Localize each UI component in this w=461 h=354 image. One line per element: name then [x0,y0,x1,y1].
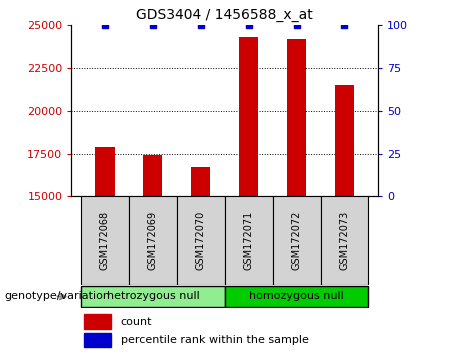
Text: genotype/variation: genotype/variation [5,291,111,302]
Text: hetrozygous null: hetrozygous null [106,291,199,302]
Text: homozygous null: homozygous null [249,291,344,302]
Bar [225,196,272,285]
Bar [129,196,177,285]
Bar [143,155,162,196]
Bar [335,85,354,196]
Text: GSM172072: GSM172072 [292,211,301,270]
Bar [225,286,368,307]
Bar [84,314,111,329]
Point [197,22,205,28]
Text: GSM172069: GSM172069 [148,211,158,270]
Bar [177,196,225,285]
Bar [239,37,258,196]
Text: GSM172071: GSM172071 [244,211,254,270]
Text: GSM172068: GSM172068 [100,211,110,270]
Title: GDS3404 / 1456588_x_at: GDS3404 / 1456588_x_at [136,8,313,22]
Bar [95,147,115,196]
Text: GSM172070: GSM172070 [196,211,206,270]
Text: percentile rank within the sample: percentile rank within the sample [120,335,308,345]
Bar [272,196,320,285]
Bar [320,196,368,285]
Point [293,22,300,28]
Point [101,22,109,28]
Point [341,22,348,28]
Bar [287,39,306,196]
Text: GSM172073: GSM172073 [339,211,349,270]
Bar [81,286,225,307]
Text: count: count [120,316,152,327]
Bar [191,167,210,196]
Point [245,22,252,28]
Bar [81,196,129,285]
Bar [84,332,111,347]
Point [149,22,157,28]
